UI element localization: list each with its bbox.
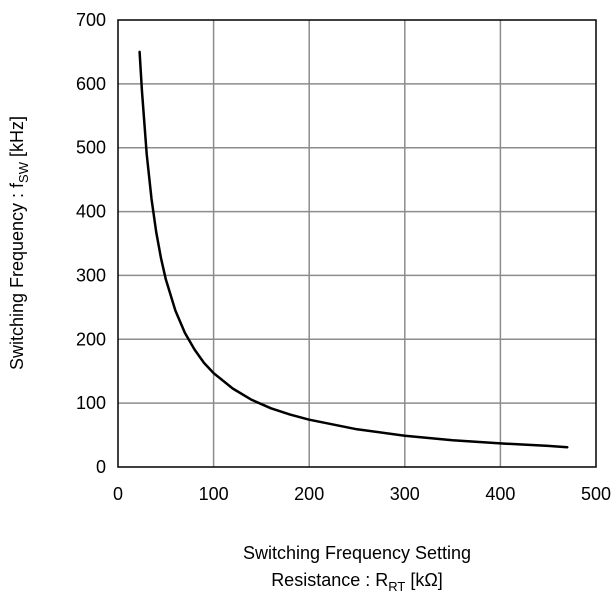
x-axis-label-line2: Resistance : RRT [kΩ] xyxy=(271,570,443,594)
y-tick-label: 400 xyxy=(76,202,106,222)
y-tick-label: 500 xyxy=(76,138,106,158)
x-axis-ticks: 0 100 200 300 400 500 xyxy=(113,484,611,504)
y-tick-label: 0 xyxy=(96,457,106,477)
x-tick-label: 500 xyxy=(581,484,611,504)
x-tick-label: 100 xyxy=(199,484,229,504)
y-axis-label-prefix: Switching Frequency : f xyxy=(7,182,27,370)
y-axis-ticks: 0 100 200 300 400 500 600 700 xyxy=(76,10,106,477)
y-tick-label: 200 xyxy=(76,329,106,349)
y-tick-label: 300 xyxy=(76,265,106,285)
x-axis-label-suffix: [kΩ] xyxy=(405,570,442,590)
grid xyxy=(118,20,596,467)
series-group xyxy=(138,50,569,449)
x-axis-label-subscript: RT xyxy=(388,579,405,594)
x-axis-label-prefix: Resistance : R xyxy=(271,570,388,590)
x-axis-label-line1: Switching Frequency Setting xyxy=(243,543,471,563)
x-tick-label: 400 xyxy=(485,484,515,504)
y-tick-label: 700 xyxy=(76,10,106,30)
y-tick-label: 600 xyxy=(76,74,106,94)
y-axis-label-subscript: SW xyxy=(16,161,31,183)
series-line-1 xyxy=(138,50,569,449)
x-tick-label: 300 xyxy=(390,484,420,504)
y-tick-label: 100 xyxy=(76,393,106,413)
x-tick-label: 200 xyxy=(294,484,324,504)
plot-frame xyxy=(117,19,597,468)
y-axis-label: Switching Frequency : fSW [kHz] xyxy=(7,116,31,370)
x-tick-label: 0 xyxy=(113,484,123,504)
y-axis-label-suffix: [kHz] xyxy=(7,116,27,162)
